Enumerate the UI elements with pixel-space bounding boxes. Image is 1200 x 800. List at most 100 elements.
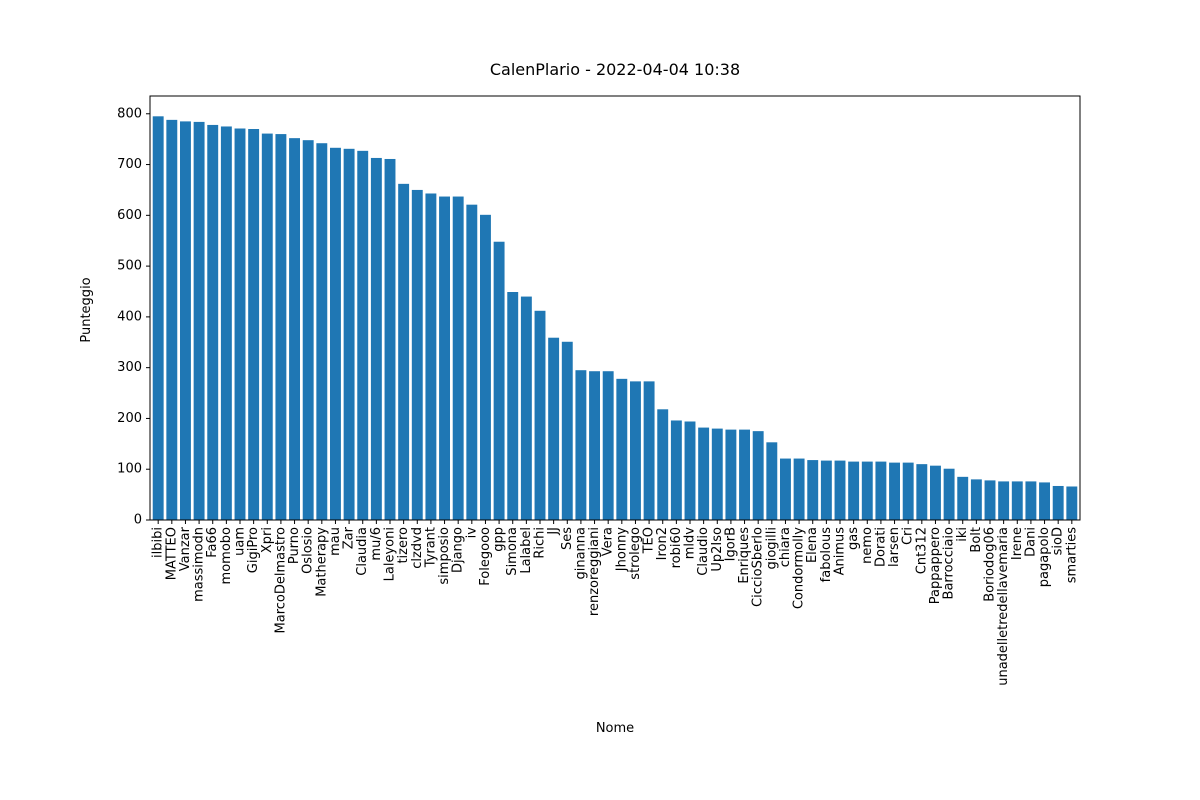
chart-title: CalenPlario - 2022-04-04 10:38 [490, 60, 740, 79]
bar [193, 121, 205, 521]
bar [398, 183, 410, 520]
bar [916, 464, 928, 520]
bar [998, 481, 1010, 520]
bars-group [152, 116, 1078, 521]
bar [302, 140, 314, 520]
x-tick-label: Iron2 [655, 527, 670, 560]
bar [766, 442, 778, 520]
x-tick-label: iv [464, 527, 479, 539]
bar [711, 428, 723, 520]
bar [166, 119, 178, 521]
bar [180, 121, 191, 520]
plot-frame [149, 95, 1081, 521]
bar [834, 460, 846, 520]
bar [275, 134, 287, 520]
x-tick-label: Ses [560, 527, 575, 550]
bar [1039, 482, 1050, 520]
y-tick-label: 500 [117, 259, 142, 274]
x-axis-label: Nome [596, 721, 634, 736]
x-tick-label: Django [451, 527, 466, 573]
x-tick-label: Elena [805, 527, 820, 563]
x-tick-label: robi60 [669, 527, 684, 568]
bar [984, 480, 996, 520]
bar [739, 429, 750, 520]
x-tick-label: clzdvd [410, 527, 425, 569]
x-tick-label: strolego [628, 527, 643, 580]
x-tick-label: MATTEO [164, 527, 179, 580]
y-tick-label: 800 [117, 106, 142, 121]
bar [930, 465, 941, 520]
x-tick-label: Up2Iso [710, 527, 725, 572]
x-tick-label: Jhonny [614, 527, 629, 573]
x-tick-label: Richi [533, 527, 548, 559]
bar [561, 341, 573, 520]
x-axis: ilbibiMATTEOVanzarmassimodnFa66momobouam… [151, 520, 1079, 686]
bar [602, 371, 614, 520]
x-tick-label: pagapolo [1037, 527, 1052, 587]
bar [848, 461, 860, 520]
x-tick-label: MarcoDelmastro [273, 527, 288, 634]
x-tick-label: Zar [342, 526, 357, 549]
x-tick-label: larsen [887, 527, 902, 567]
x-tick-label: Xpri [260, 527, 275, 553]
x-tick-label: Boriodog06 [983, 527, 998, 602]
bar [670, 420, 682, 520]
bar [425, 193, 437, 521]
x-tick-label: massimodn [192, 527, 207, 602]
bar [657, 409, 669, 520]
bar [1011, 481, 1023, 520]
x-tick-label: chiara [778, 527, 793, 567]
bar [575, 370, 587, 520]
bar [752, 431, 764, 520]
x-tick-label: uam [233, 527, 248, 556]
y-tick-label: 0 [134, 513, 142, 528]
bar [902, 462, 914, 520]
x-tick-label: Cnt312 [914, 527, 929, 574]
x-tick-label: ilbibi [151, 527, 166, 558]
x-tick-label: Bolt [969, 527, 984, 553]
x-tick-label: Enriques [737, 527, 752, 584]
bar [520, 296, 532, 520]
x-tick-label: renzoreggiani [587, 527, 602, 616]
x-tick-label: Dorati [873, 527, 888, 567]
x-tick-label: nemo [860, 527, 875, 564]
y-tick-label: 600 [117, 208, 142, 223]
bar [1052, 485, 1064, 520]
x-tick-label: Oslosio [301, 527, 316, 574]
x-tick-label: Cri [901, 527, 916, 545]
x-tick-label: Condormolly [792, 527, 807, 609]
x-tick-label: iki [955, 527, 970, 542]
y-tick-label: 200 [117, 411, 142, 426]
x-tick-label: mldv [683, 527, 698, 560]
x-tick-label: unadelletredellavemaria [996, 527, 1011, 686]
x-tick-label: Laleyoni [383, 527, 398, 581]
x-tick-label: IgorB [723, 527, 738, 561]
x-tick-label: Vera [601, 527, 616, 556]
x-tick-label: mu/6 [369, 527, 384, 561]
x-tick-label: Folegooo [478, 527, 493, 586]
bar [889, 462, 900, 520]
bar [970, 479, 982, 520]
x-tick-label: Irene [1010, 527, 1025, 560]
bar [807, 460, 819, 520]
bar [957, 476, 969, 520]
bar [548, 337, 560, 520]
bar [875, 461, 887, 520]
x-tick-label: simposio [437, 527, 452, 585]
x-tick-label: Vanzar [178, 526, 193, 571]
bar [820, 460, 832, 520]
bar [780, 458, 791, 520]
bar [261, 133, 273, 520]
bar [248, 129, 260, 520]
y-tick-label: 300 [117, 360, 142, 375]
bar [643, 381, 655, 520]
bar [316, 143, 328, 520]
bar [439, 196, 450, 521]
x-tick-label: JJ [546, 527, 561, 536]
bar [698, 427, 710, 520]
x-tick-label: Barrocciaio [942, 527, 957, 599]
y-axis-label: Punteggio [79, 277, 94, 342]
y-axis: 0 100 200 300 400 500 600 700 800 [117, 106, 150, 528]
bar [507, 292, 519, 520]
x-tick-label: GigiPro [246, 527, 261, 573]
